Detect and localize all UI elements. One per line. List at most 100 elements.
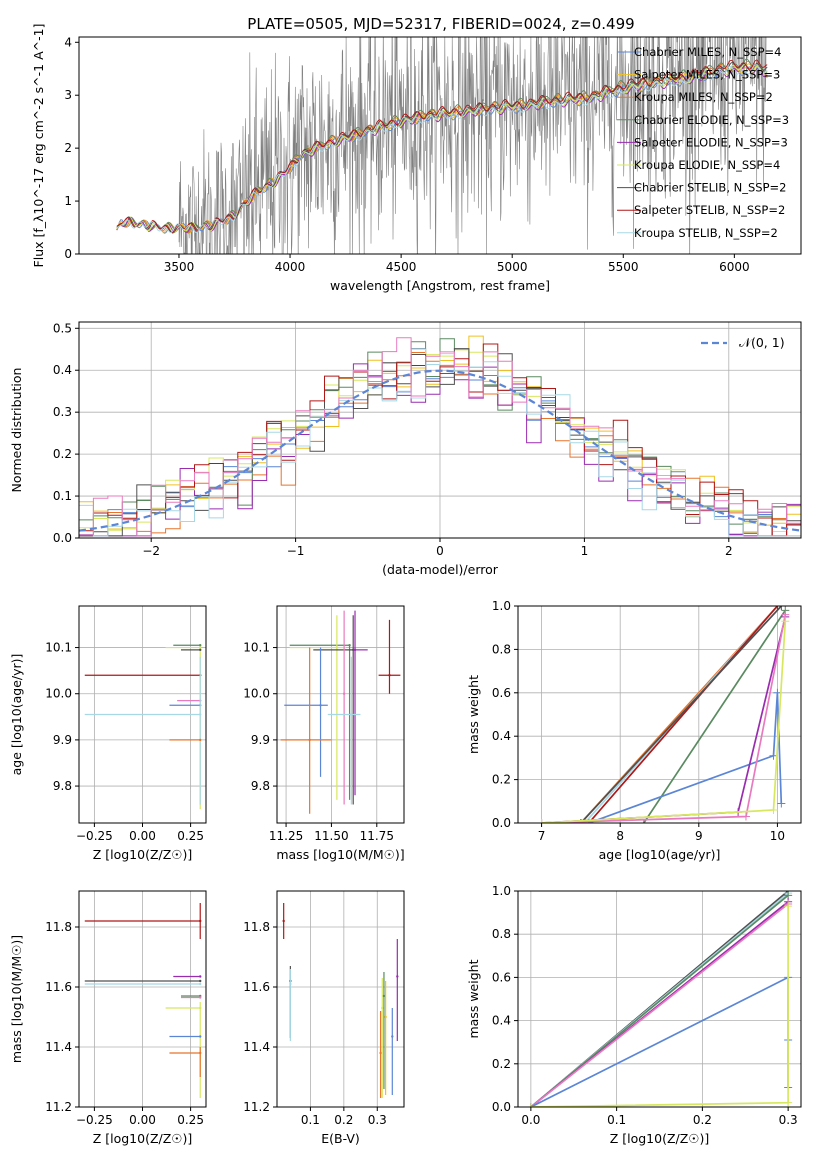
point-kroupa_miles — [199, 1051, 202, 1055]
plot-area — [526, 891, 793, 1107]
y-tick-label: 10.0 — [45, 687, 72, 701]
y-tick-label: 0.6 — [492, 686, 511, 700]
point-kroupa_miles — [308, 738, 311, 742]
x-axis-label: Z [log10(Z/Z☉)] — [93, 847, 193, 862]
y-tick-label: 0.0 — [492, 816, 511, 830]
point-salpeter_miles — [384, 1015, 387, 1019]
x-tick-label: 0.25 — [177, 1113, 204, 1127]
y-tick-label: 10.0 — [243, 687, 270, 701]
x-tick-label: 0.0 — [521, 1113, 540, 1127]
y-tick-label: 0.5 — [53, 321, 72, 335]
y-tick-label: 10.1 — [243, 641, 270, 655]
y-tick-label: 0.0 — [53, 531, 72, 545]
marker-pink — [741, 812, 750, 821]
cumulative-line-pink — [530, 903, 789, 1107]
y-tick-label: 9.8 — [251, 779, 270, 793]
y-tick-label: 0.6 — [492, 970, 511, 984]
point-salpeter_stelib — [282, 919, 285, 923]
legend-label-normal: 𝒩(0, 1) — [739, 335, 785, 350]
y-tick-label: 11.2 — [45, 1100, 72, 1114]
point-kroupa_elodie — [199, 1006, 202, 1010]
y-tick-label: 9.9 — [251, 733, 270, 747]
marker-chabrier_miles — [777, 799, 786, 808]
legend: Chabrier MILES, N_SSP=4 Salpeter MILES, N… — [617, 45, 789, 240]
x-tick-label: 0.00 — [129, 829, 156, 843]
point-kroupa_miles — [379, 1051, 382, 1055]
point-chabrier_miles — [391, 1035, 394, 1038]
point-kroupa_stelib — [350, 713, 353, 716]
plot-area — [84, 903, 202, 1098]
y-tick-label: 0.4 — [53, 363, 72, 377]
panel-cumulative_age: 7 8 9 10 0.0 0.2 0.4 0.6 0.8 1.0 age [log10(age/yr… — [466, 599, 802, 862]
x-tick-label: 10 — [770, 829, 785, 843]
x-axis-label: age [log10(age/yr)] — [599, 847, 721, 862]
point-chabrier_elodie — [199, 644, 202, 647]
y-tick-label: 1.0 — [492, 884, 511, 898]
figure-title: PLATE=0505, MJD=52317, FIBERID=0024, z=0… — [247, 15, 634, 33]
panel-age_vs_mass: 11.25 11.50 11.75 9.8 9.9 10.0 10.1 mass [log10… — [243, 605, 405, 862]
x-axis-label: (data-model)/error — [382, 562, 499, 577]
x-tick-label: 6000 — [719, 260, 750, 274]
legend-label-salpeter_stelib: Salpeter STELIB, N_SSP=2 — [634, 203, 785, 217]
y-tick-label: 1 — [64, 194, 72, 208]
y-tick-label: 0.0 — [492, 1100, 511, 1114]
point-salpeter_stelib — [199, 919, 202, 923]
normal-curve-line — [79, 369, 801, 532]
panel-mass_vs_EBV: 0.1 0.2 0.3 11.2 11.4 11.6 11.8 E(B-V) — [243, 890, 405, 1146]
y-tick-label: 9.9 — [53, 733, 72, 747]
y-tick-label: 10.1 — [45, 641, 72, 655]
x-tick-label: 0.2 — [693, 1113, 712, 1127]
x-tick-label: 3500 — [164, 260, 195, 274]
plot-area — [84, 644, 202, 810]
marker-kroupa_elodie — [769, 805, 778, 814]
panel-residuals: 𝒩(0, 1) −2 −1 0 1 2 0.0 0.1 0.2 0.3 0.4 0.5 (data-mo… — [9, 321, 802, 577]
cumulative-line-salpeter_stelib — [588, 606, 779, 823]
x-tick-label: 0 — [436, 544, 444, 558]
point-salpeter_elodie — [396, 975, 399, 978]
legend-label-chabrier_elodie: Chabrier ELODIE, N_SSP=3 — [634, 113, 789, 127]
y-tick-label: 11.4 — [45, 1040, 72, 1054]
axes-frame — [78, 36, 802, 255]
x-tick-label: 0.1 — [607, 1113, 626, 1127]
x-tick-label: 0.3 — [368, 1113, 387, 1127]
y-tick-label: 0.8 — [492, 642, 511, 656]
point-kroupa_elodie — [335, 646, 339, 649]
y-tick-label: 0.2 — [53, 447, 72, 461]
y-axis-label: mass [log10(M/M☉)] — [9, 935, 24, 1063]
point-chabrier_stelib — [352, 648, 355, 652]
point-kroupa_elodie — [381, 1006, 384, 1010]
point-kroupa_stelib — [199, 982, 202, 986]
legend-label-chabrier_miles: Chabrier MILES, N_SSP=4 — [634, 45, 781, 59]
y-tick-label: 11.4 — [243, 1040, 270, 1054]
y-tick-label: 11.2 — [243, 1100, 270, 1114]
point-chabrier_elodie — [348, 644, 351, 647]
axes-frame — [517, 605, 802, 824]
panel-mass_vs_Z: −0.25 0.00 0.25 11.2 11.4 11.6 11.8 Z [log10(Z/… — [9, 890, 207, 1146]
axes-frame — [517, 890, 802, 1108]
x-tick-label: −0.25 — [76, 829, 113, 843]
plot-area — [116, 37, 768, 254]
marker-kroupa_elodie — [784, 902, 793, 911]
histogram-pink — [79, 337, 801, 537]
model-line-salpeter_stelib — [116, 59, 768, 234]
legend-label-kroupa_elodie: Kroupa ELODIE, N_SSP=4 — [634, 158, 780, 172]
marker-chabrier_stelib — [777, 606, 786, 610]
point-salpeter_elodie — [199, 975, 202, 978]
histogram-chabrier_stelib — [79, 348, 801, 537]
x-tick-label: −2 — [142, 544, 160, 558]
y-tick-label: 4 — [64, 35, 72, 49]
point-chabrier_stelib — [199, 979, 202, 983]
x-axis-label: mass [log10(M/M☉)] — [276, 847, 404, 862]
x-tick-label: 5000 — [497, 260, 528, 274]
x-tick-label: 2 — [725, 544, 733, 558]
x-axis-label: E(B-V) — [321, 1131, 360, 1146]
axes-frame — [276, 890, 405, 1108]
y-tick-label: 2 — [64, 141, 72, 155]
y-axis-label: Normed distribution — [9, 368, 24, 493]
panel-spectrum: Chabrier MILES, N_SSP=4 Salpeter MILES, N… — [31, 24, 802, 293]
y-tick-label: 0.8 — [492, 927, 511, 941]
cumulative-line-pink — [541, 614, 787, 823]
x-tick-label: 0.25 — [177, 829, 204, 843]
x-axis-label: Z [log10(Z/Z☉)] — [610, 1131, 710, 1146]
y-axis-label: mass weight — [466, 675, 481, 754]
